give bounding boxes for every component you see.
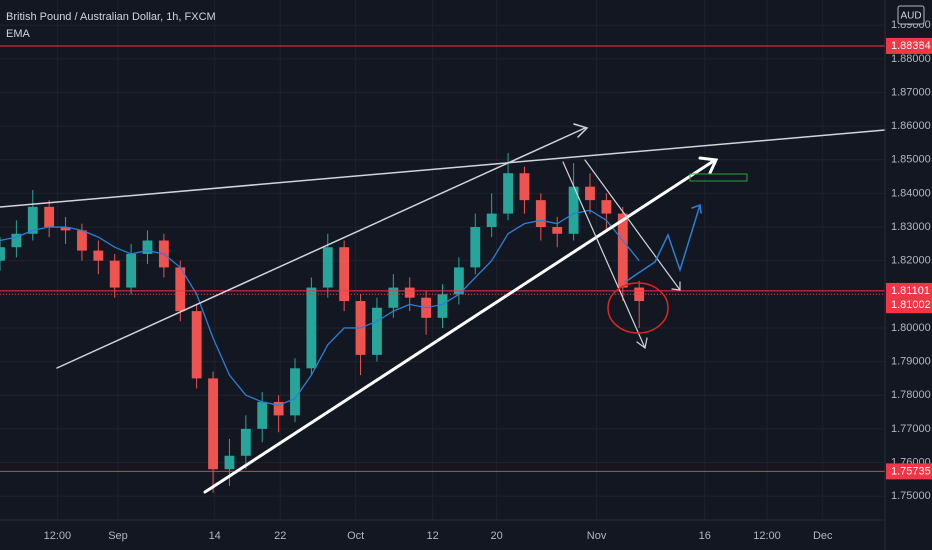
currency-box[interactable] — [897, 5, 925, 25]
candle-body — [372, 307, 382, 355]
candle-body — [486, 213, 497, 228]
indicator-label: EMA — [6, 28, 31, 40]
candle-body — [535, 200, 546, 228]
candle-body — [339, 247, 350, 302]
arrow-head — [573, 123, 589, 138]
y-tick-label: 1.79000 — [891, 355, 931, 367]
chart-title: British Pound / Australian Dollar, 1h, F… — [6, 11, 216, 23]
arrow-head — [671, 281, 681, 291]
x-tick-label: 12:00 — [44, 530, 72, 542]
level-label: 1.81101 — [891, 285, 930, 297]
candle-body — [617, 213, 628, 288]
arrow-head — [636, 337, 648, 350]
projection-path — [624, 204, 701, 283]
candle-body — [273, 401, 284, 416]
candle-body — [388, 287, 399, 308]
candle-body — [109, 260, 120, 288]
arrow-head — [691, 203, 702, 214]
plot-area — [0, 0, 885, 520]
candle-body — [503, 173, 513, 214]
candle-body — [175, 267, 186, 312]
x-tick-label: 16 — [699, 530, 711, 542]
y-tick-label: 1.78000 — [891, 389, 931, 401]
level-label-box — [886, 282, 932, 299]
x-tick-label: Dec — [813, 530, 833, 542]
y-tick-label: 1.83000 — [891, 221, 931, 233]
candle-body — [306, 287, 317, 369]
candle-body — [257, 401, 268, 429]
channel-line — [584, 159, 681, 291]
candle-body — [224, 455, 235, 470]
arrow-head — [698, 156, 719, 175]
x-tick-label: Oct — [347, 530, 364, 542]
y-tick-label: 1.80000 — [891, 322, 931, 334]
candle-body — [93, 250, 104, 261]
y-tick-label: 1.77000 — [891, 423, 931, 435]
drawings — [0, 123, 886, 494]
last-price-box — [886, 297, 932, 314]
x-tick-label: Sep — [108, 530, 128, 542]
currency-label[interactable]: AUD — [900, 11, 921, 22]
x-tick-label: Nov — [587, 530, 607, 542]
candle-body — [322, 247, 333, 288]
candle-body — [601, 200, 612, 214]
ema-line — [0, 209, 640, 406]
target-zone — [689, 173, 748, 182]
y-tick-label: 1.84000 — [891, 187, 931, 199]
level-label-box — [886, 37, 932, 54]
x-tick-label: 12 — [427, 530, 439, 542]
trend-line — [0, 129, 886, 208]
y-tick-label: 1.87000 — [891, 86, 931, 98]
candle-body — [11, 233, 22, 248]
axes: 1.750001.760001.770001.780001.790001.800… — [44, 19, 932, 542]
y-tick-label: 1.82000 — [891, 255, 931, 267]
y-tick-label: 1.75000 — [891, 490, 931, 502]
candle-body — [126, 253, 137, 288]
candle-body — [60, 227, 71, 231]
last-price-label: 1.81002 — [891, 299, 931, 311]
x-tick-label: 22 — [274, 530, 286, 542]
x-tick-label: 14 — [209, 530, 221, 542]
x-tick-label: 20 — [490, 530, 502, 542]
candle-body — [208, 378, 218, 470]
level-label-box — [886, 463, 932, 480]
channel-line — [562, 161, 646, 349]
y-tick-label: 1.88000 — [891, 53, 931, 65]
candle-body — [568, 186, 579, 234]
candle-body — [0, 247, 5, 261]
x-tick-label: 12:00 — [753, 530, 781, 542]
candle-body — [404, 287, 415, 298]
candle-body — [240, 428, 251, 456]
level-label: 1.88384 — [891, 40, 931, 52]
highlight-circle — [607, 282, 669, 334]
y-tick-label: 1.86000 — [891, 120, 931, 132]
candle-body — [552, 227, 563, 234]
trend-line — [56, 127, 586, 369]
trend-line — [203, 158, 717, 494]
candle-body — [191, 311, 202, 379]
candle-body — [437, 294, 448, 318]
candle-body — [453, 267, 464, 295]
candle-body — [470, 227, 481, 268]
candle-body — [77, 230, 87, 251]
candle-body — [27, 206, 38, 234]
candle-body — [142, 240, 153, 254]
candle-body — [585, 186, 595, 201]
candle-body — [519, 173, 530, 201]
candle-body — [44, 206, 55, 228]
level-label: 1.75735 — [891, 465, 931, 477]
y-tick-label: 1.85000 — [891, 154, 931, 166]
candle-body — [290, 368, 300, 416]
